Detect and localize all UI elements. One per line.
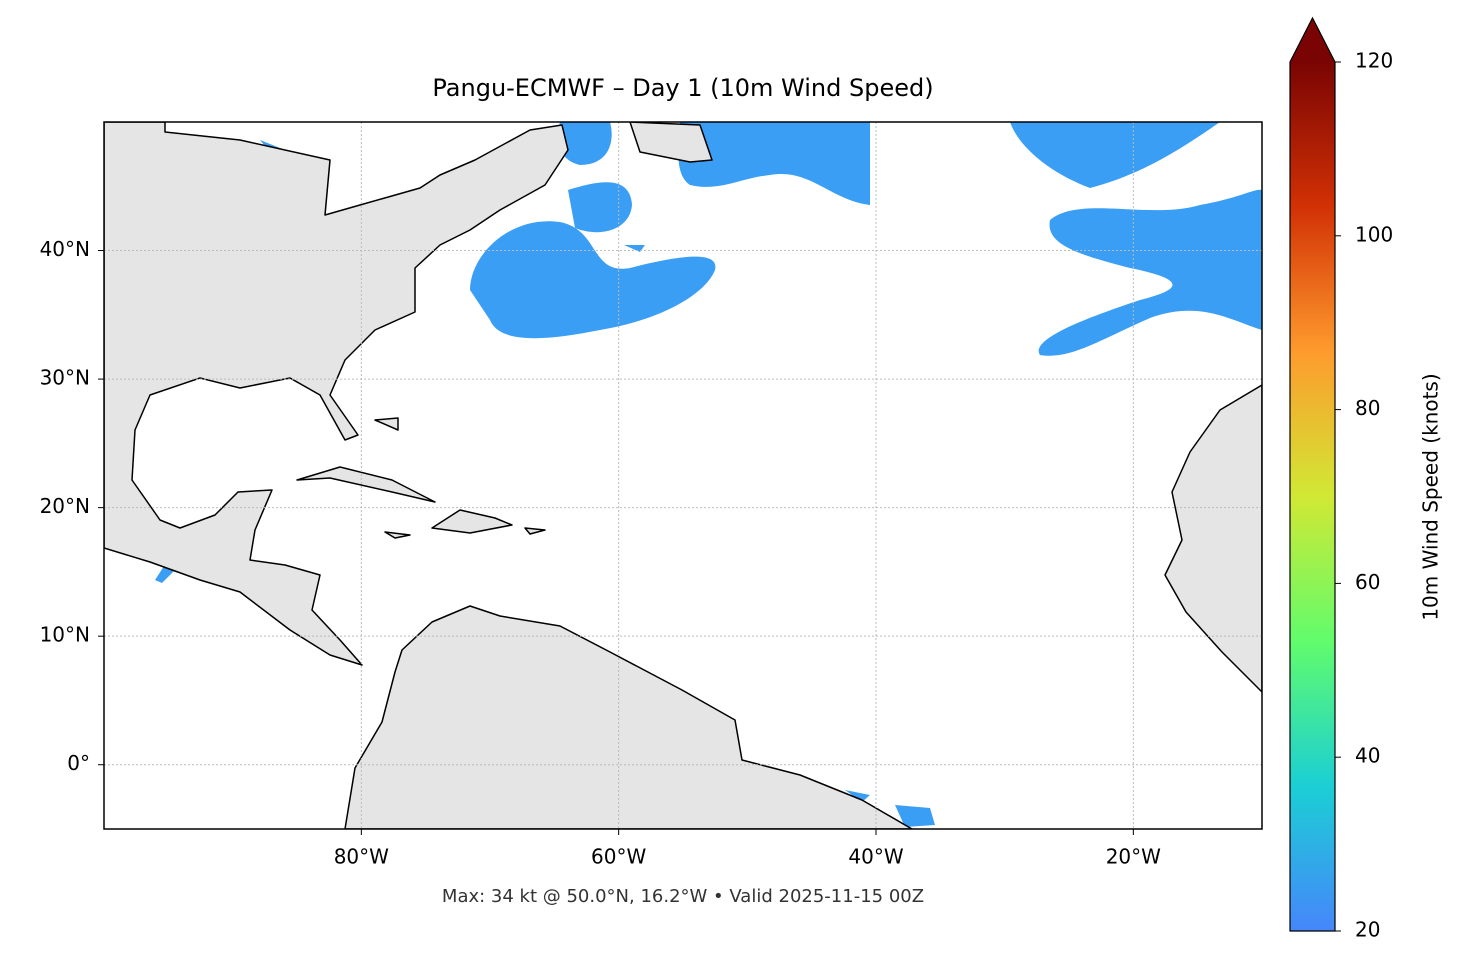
wind-area [470,221,716,339]
y-tick-label: 10°N [40,623,90,647]
y-tick-label: 20°N [40,494,90,518]
wind-area [1038,189,1262,356]
north-america [104,122,569,666]
south-america [344,605,913,829]
chart-title: Pangu-ECMWF – Day 1 (10m Wind Speed) [432,74,933,102]
wind-area [678,122,870,205]
cuba [296,466,436,503]
map-area [104,122,1262,829]
x-tick-label: 40°W [848,845,903,869]
colorbar-tick-label: 80 [1355,396,1380,420]
wind-area [1010,122,1220,188]
x-tick-label: 80°W [334,845,389,869]
y-tick-label: 40°N [40,237,90,261]
colorbar-scale [1290,62,1335,931]
wind-areas [155,122,1262,827]
colorbar: 20 40 60 80 100 120 [1289,16,1393,942]
map-frame [103,121,1263,830]
colorbar-tick-label: 100 [1355,222,1393,246]
land [104,122,1262,829]
colorbar-tick-label: 40 [1355,744,1380,768]
colorbar-tick-label: 60 [1355,570,1380,594]
x-tick-label: 60°W [591,845,646,869]
axes: 80°W 60°W 40°W 20°W 0° 10°N 20°N 30°N 40°N [40,237,1162,868]
colorbar-extension [1290,18,1335,62]
grid [104,122,1262,829]
footer-note: Max: 34 kt @ 50.0°N, 16.2°W • Valid 2025… [442,886,924,907]
africa [1164,384,1262,693]
colorbar-outline [1289,16,1336,932]
y-tick-label: 0° [67,751,90,775]
wind-area [557,122,612,165]
newfoundland [629,122,713,163]
x-tick-label: 20°W [1106,845,1161,869]
y-tick-label: 30°N [40,366,90,390]
islands [374,417,546,539]
colorbar-tick-label: 120 [1355,49,1393,73]
wind-area [568,182,632,233]
colorbar-tick-label: 20 [1355,918,1380,942]
colorbar-label: 10m Wind Speed (knots) [1419,373,1443,620]
